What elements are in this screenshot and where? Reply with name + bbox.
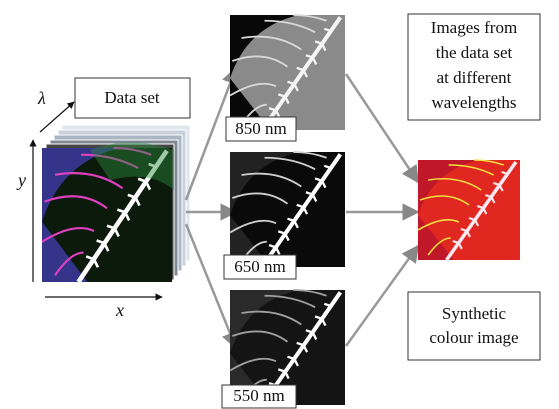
band-image-650 [230, 152, 345, 267]
note-line: the data set [436, 43, 513, 62]
x-axis-label: x [115, 300, 124, 320]
band-image-850 [230, 15, 345, 130]
data-cube [42, 125, 190, 282]
diagram: y λ x Data set 850 nm 650 nm 550 nm Imag… [0, 0, 559, 409]
note-line: colour image [429, 328, 518, 347]
wavelength-axis-label: λ [37, 88, 46, 108]
synthetic-image [418, 160, 520, 260]
band-label: 850 nm [235, 119, 286, 138]
note-line: wavelengths [432, 93, 517, 112]
data-set-label: Data set [104, 88, 160, 107]
arrows-in [346, 74, 418, 346]
note-line: Images from [431, 18, 517, 37]
result-note-box [408, 292, 540, 360]
band-label: 550 nm [233, 386, 284, 405]
arrows-out [186, 68, 236, 348]
note-line: Synthetic [442, 304, 507, 323]
band-label: 650 nm [234, 257, 285, 276]
y-axis-label: y [16, 170, 26, 190]
note-line: at different [437, 68, 512, 87]
